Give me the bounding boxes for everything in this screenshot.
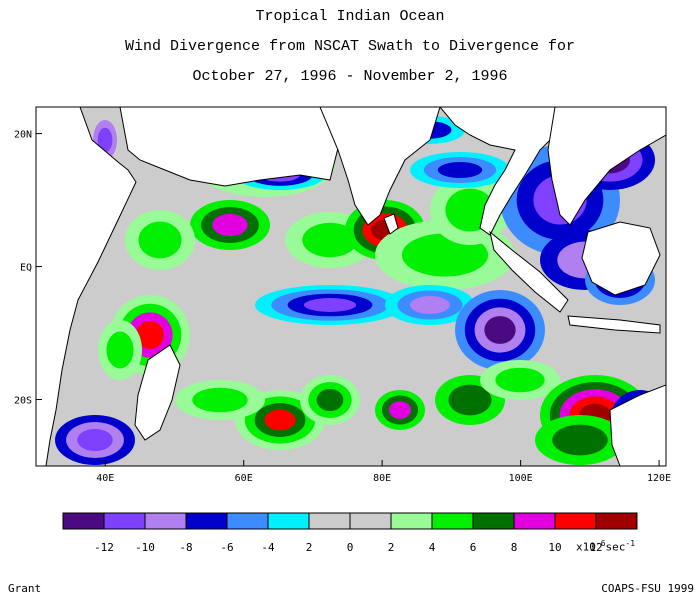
colorbar-tick-label: -10 (135, 541, 155, 554)
colorbar-tick-label: 2 (387, 541, 395, 554)
divergence-patch (302, 222, 358, 258)
colorbar-swatch (308, 512, 351, 530)
divergence-patch (448, 384, 492, 416)
title-line-1: Tropical Indian Ocean (255, 8, 445, 25)
colorbar-tick-label: 8 (510, 541, 518, 554)
lon-tick-label: 40E (96, 473, 114, 484)
landmass (383, 213, 399, 235)
colorbar-swatch (472, 512, 515, 530)
colorbar-tick-label: 2 (305, 541, 313, 554)
colorbar-tick-label: -12 (94, 541, 114, 554)
lat-tick-label: 20N (14, 130, 32, 141)
divergence-patch (495, 367, 545, 393)
colorbar-tick-label: 12 (589, 541, 603, 554)
divergence-patch (97, 127, 113, 153)
divergence-patch (316, 388, 344, 412)
colorbar-swatch (144, 512, 187, 530)
landmass (567, 315, 661, 334)
divergence-patch (437, 162, 483, 178)
colorbar-swatch (62, 512, 105, 530)
divergence-patch (138, 221, 182, 259)
axis-ticks: 20N EQ 20S 40E 60E 80E 100E 120E (14, 130, 671, 484)
landmass (547, 107, 666, 226)
units-exponent-2: -1 (625, 539, 636, 548)
landmass (489, 230, 569, 313)
colorbar-swatch (103, 512, 146, 530)
lon-tick-label: 120E (647, 473, 671, 484)
landmass (36, 107, 137, 466)
divergence-patch (212, 213, 248, 237)
title-line-2: Wind Divergence from NSCAT Swath to Dive… (124, 38, 576, 55)
landmass (319, 107, 441, 226)
colorbar-tick-label: 10 (548, 541, 562, 554)
colorbar-swatch (513, 512, 556, 530)
colorbar-swatch (431, 512, 474, 530)
colorbar-tick-label: -6 (220, 541, 234, 554)
landmass (609, 384, 666, 466)
landmass (134, 344, 181, 441)
divergence-patch (484, 316, 516, 344)
divergence-patch (136, 321, 164, 349)
divergence-patch (410, 296, 450, 314)
colorbar-tick-label: -4 (261, 541, 275, 554)
colorbar-swatch (185, 512, 228, 530)
landmass (439, 107, 561, 236)
author-credit: Grant (8, 582, 42, 595)
land-masses (36, 107, 666, 466)
colorbar-swatch (267, 512, 310, 530)
divergence-patch (106, 331, 134, 369)
colorbar-tick-label: 0 (346, 541, 354, 554)
colorbar-tick-label: -8 (179, 541, 193, 554)
divergence-patch (264, 409, 296, 431)
lon-tick-label: 60E (235, 473, 253, 484)
divergence-patch (303, 298, 357, 312)
colorbar-units: x10-6sec-1 (576, 539, 635, 554)
colorbar-tick-label: 4 (428, 541, 436, 554)
colorbar-swatch (554, 512, 597, 530)
lat-tick-label: 20S (14, 396, 32, 407)
colorbar-swatch (226, 512, 269, 530)
units-suffix: sec (605, 540, 626, 554)
map-frame (35, 106, 667, 467)
lon-tick-label: 80E (373, 473, 391, 484)
colorbar-swatch (390, 512, 433, 530)
lon-tick-label: 100E (509, 473, 533, 484)
units-prefix: x10 (576, 540, 596, 554)
organization-credit: COAPS-FSU 1999 (601, 582, 694, 595)
colorbar-swatch (349, 512, 392, 530)
units-exponent: -6 (595, 539, 606, 548)
lat-tick-label: EQ (20, 263, 32, 274)
colorbar-tick-label: 6 (469, 541, 477, 554)
colorbar-swatch (595, 512, 638, 530)
divergence-patch (552, 424, 608, 456)
divergence-patch (192, 387, 248, 413)
divergence-patch (77, 428, 113, 452)
landmass (581, 221, 661, 296)
divergence-patch (388, 401, 412, 419)
colorbar (62, 512, 638, 530)
title-line-3: October 27, 1996 - November 2, 1996 (192, 68, 508, 85)
